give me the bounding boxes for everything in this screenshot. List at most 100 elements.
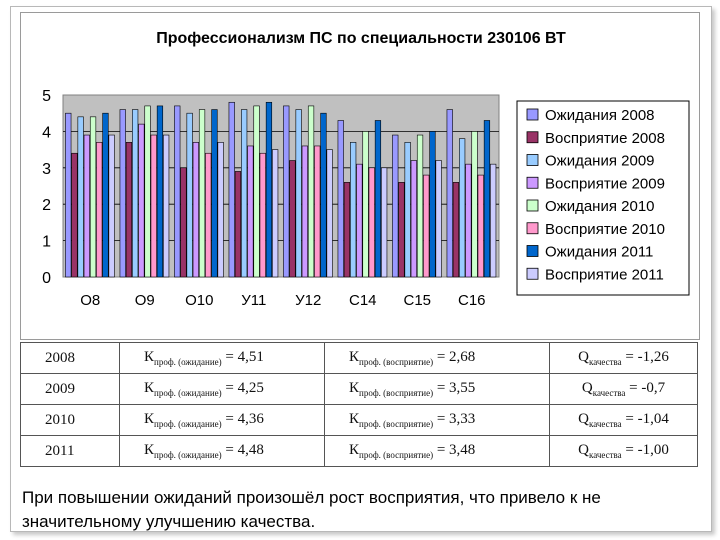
quality-value: = -1,26: [621, 349, 669, 365]
table-row: 2008 Кпроф. (ожидание) = 4,51 Кпроф. (восп…: [20, 342, 698, 374]
perception-value: = 2,68: [433, 349, 476, 365]
bar: [144, 105, 151, 278]
legend-swatch: [526, 245, 539, 257]
bar: [265, 101, 273, 278]
bar: [125, 142, 133, 278]
bar: [192, 142, 199, 278]
table-row: 2010 Кпроф. (ожидание) = 4,36 Кпроф. (восп…: [20, 404, 698, 436]
legend-swatch: [526, 154, 539, 166]
bar: [108, 134, 115, 278]
perception-coef-cell: Кпроф. (восприятие) = 3,33: [324, 404, 550, 436]
k-symbol: К: [349, 442, 360, 458]
bar: [368, 167, 375, 278]
bar: [247, 145, 254, 278]
bar: [65, 112, 72, 278]
year-cell: 2008: [20, 342, 120, 374]
bar: [180, 167, 187, 278]
table-row: 2009 Кпроф. (ожидание) = 4,25 Кпроф. (восп…: [20, 373, 698, 405]
bar: [253, 105, 260, 278]
y-tick-label: 3: [42, 161, 51, 178]
expectation-value: = 4,25: [221, 380, 264, 396]
legend-label: Восприятие 2010: [545, 221, 665, 238]
x-tick-label: С16: [458, 292, 486, 309]
perception-value: = 3,48: [433, 442, 476, 458]
perception-subscript: проф. (восприятие): [359, 450, 434, 460]
bar: [446, 109, 453, 278]
bar: [138, 123, 145, 278]
quality-subscript: качества: [588, 419, 622, 429]
expectation-value: = 4,36: [221, 411, 264, 427]
quality-cell: Qкачества = -0,7: [549, 373, 698, 405]
bar: [314, 145, 321, 278]
bar: [89, 116, 97, 278]
legend-swatch: [526, 222, 539, 235]
k-symbol: К: [144, 411, 155, 427]
k-symbol: К: [349, 349, 360, 365]
bar: [186, 112, 193, 278]
bar: [374, 120, 382, 278]
quality-subscript: качества: [592, 388, 626, 398]
bar: [350, 142, 357, 278]
bar: [198, 109, 206, 278]
bar: [102, 112, 109, 278]
year-cell: 2011: [20, 435, 120, 467]
expectation-subscript: проф. (ожидание): [154, 419, 222, 429]
expectation-coef-cell: Кпроф. (ожидание) = 4,51: [119, 342, 325, 374]
q-symbol: Q: [578, 442, 589, 458]
expectation-subscript: проф. (ожидание): [154, 388, 222, 398]
legend-label: Восприятие 2009: [545, 175, 665, 192]
expectation-subscript: проф. (ожидание): [154, 357, 222, 367]
legend-box: [516, 100, 690, 296]
y-tick-label: 2: [42, 197, 51, 214]
table-row: 2011 Кпроф. (ожидание) = 4,48 Кпроф. (восп…: [20, 435, 698, 467]
bar: [490, 163, 497, 278]
bar: [452, 182, 460, 278]
chart-title: Профессионализм ПС по специальности 2301…: [156, 30, 566, 47]
expectation-value: = 4,48: [221, 442, 264, 458]
bar: [356, 163, 363, 278]
bar: [174, 105, 181, 278]
bar: [272, 149, 279, 278]
bar: [337, 120, 344, 278]
expectation-coef-cell: Кпроф. (ожидание) = 4,25: [119, 373, 325, 405]
bar: [320, 112, 327, 278]
bar: [326, 149, 333, 278]
bar: [283, 105, 290, 278]
bar: [465, 163, 472, 278]
bar: [423, 174, 430, 278]
perception-subscript: проф. (восприятие): [359, 357, 434, 367]
quality-subscript: качества: [588, 357, 622, 367]
bar: [471, 131, 478, 278]
bar: [459, 138, 466, 278]
perception-coef-cell: Кпроф. (восприятие) = 3,48: [324, 435, 550, 467]
bar: [343, 182, 351, 278]
bar: [477, 174, 484, 278]
bar: [259, 152, 266, 278]
perception-value: = 3,55: [433, 380, 476, 396]
bar: [435, 160, 442, 278]
legend-swatch: [526, 199, 539, 212]
year-cell: 2009: [20, 373, 120, 405]
q-symbol: Q: [578, 411, 589, 427]
legend-label: Ожидания 2011: [545, 244, 653, 261]
x-tick-label: О8: [80, 292, 100, 309]
q-symbol: Q: [578, 349, 589, 365]
bar: [119, 109, 126, 278]
perception-coef-cell: Кпроф. (восприятие) = 2,68: [324, 342, 550, 374]
bar: [398, 182, 405, 278]
expectation-coef-cell: Кпроф. (ожидание) = 4,48: [119, 435, 325, 467]
bar: [416, 134, 424, 278]
bar: [228, 101, 235, 278]
x-tick-label: С15: [403, 292, 431, 309]
bar: [205, 152, 212, 278]
bar: [429, 131, 436, 278]
bar: [132, 109, 139, 278]
quality-value: = -1,04: [621, 411, 669, 427]
k-symbol: К: [144, 442, 155, 458]
x-tick-label: С14: [349, 292, 377, 309]
coefficients-table: 2008 Кпроф. (ожидание) = 4,51 Кпроф. (восп…: [20, 342, 698, 467]
bar: [163, 134, 170, 278]
legend-label: Восприятие 2011: [545, 266, 664, 283]
conclusion-text: При повышении ожиданий произошёл рост во…: [22, 488, 601, 531]
perception-value: = 3,33: [433, 411, 476, 427]
